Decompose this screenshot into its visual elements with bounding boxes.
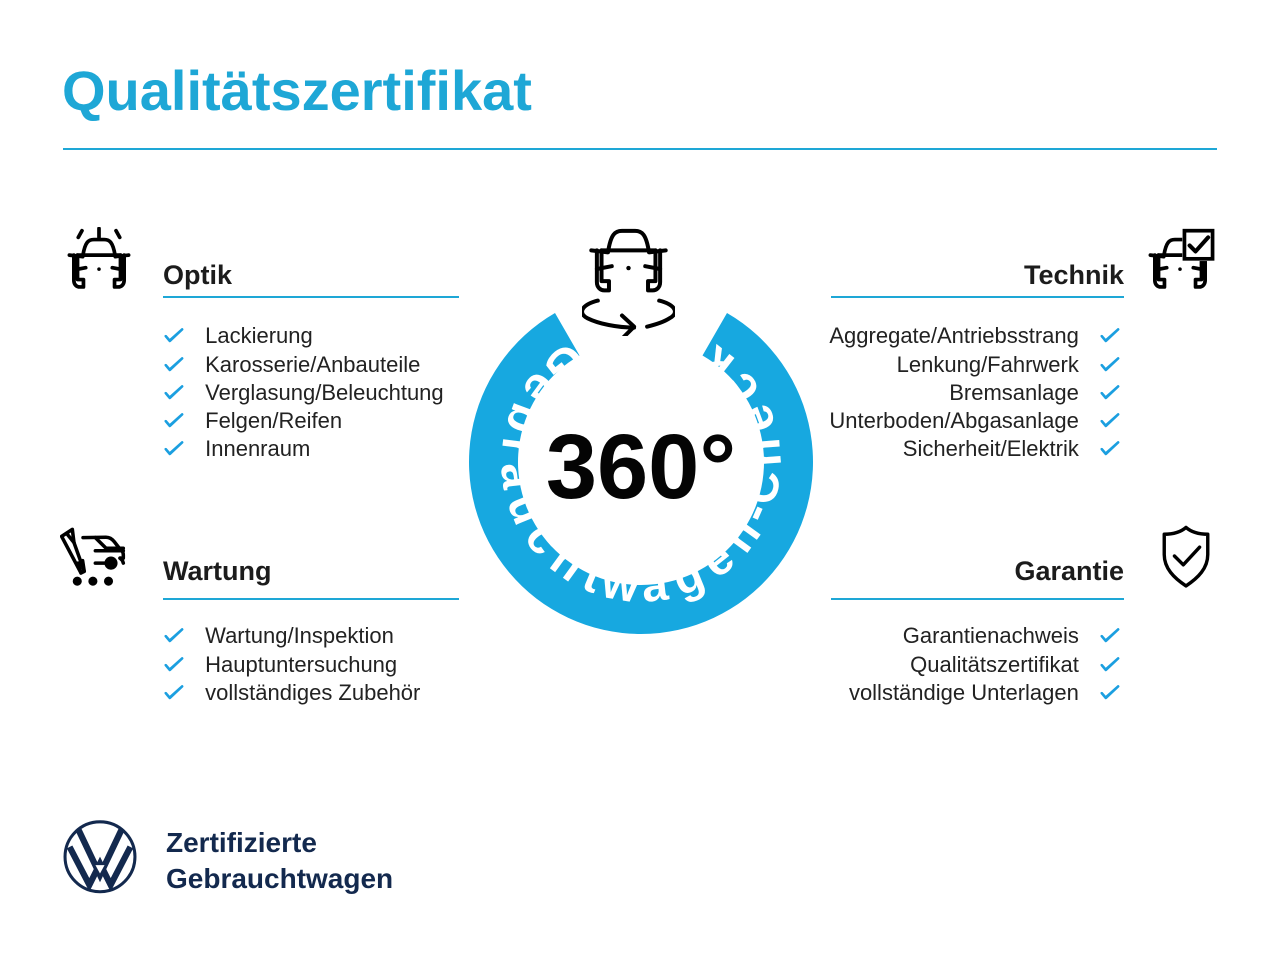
svg-text:a: a	[639, 556, 672, 612]
svg-text:h: h	[736, 436, 791, 469]
svg-text:360°: 360°	[546, 416, 736, 518]
